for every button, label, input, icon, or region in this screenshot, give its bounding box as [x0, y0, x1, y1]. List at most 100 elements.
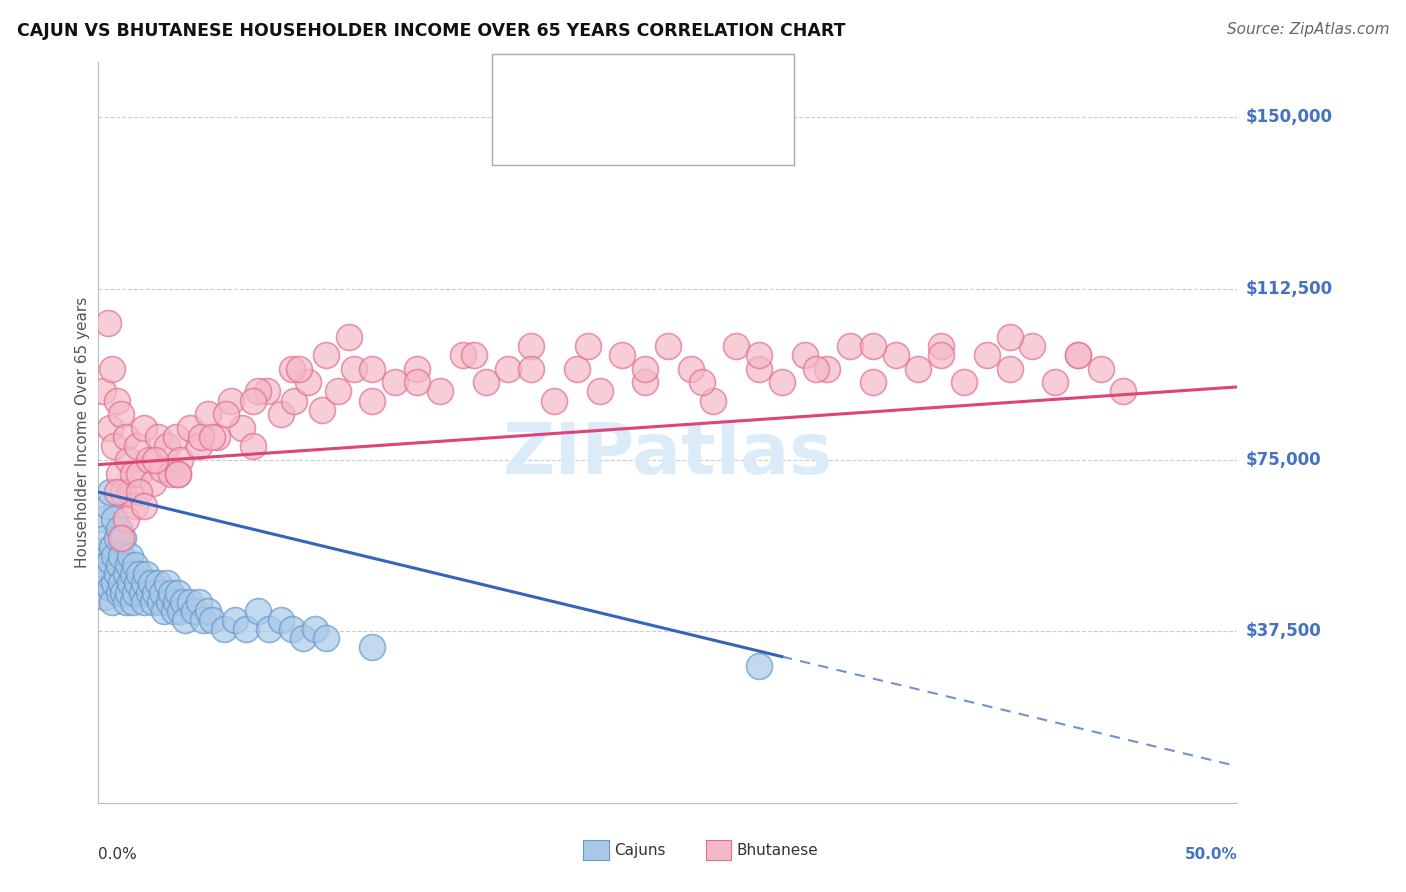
Point: [231, 421, 253, 435]
Point: [157, 595, 180, 609]
Point: [998, 361, 1021, 376]
Point: [124, 558, 146, 573]
Point: [103, 549, 125, 563]
Point: [101, 361, 124, 376]
Point: [132, 421, 155, 435]
Text: 77: 77: [700, 78, 720, 95]
Point: [132, 499, 155, 513]
Point: [139, 576, 162, 591]
Point: [190, 430, 212, 444]
Point: [235, 622, 257, 636]
Point: [543, 393, 565, 408]
Point: [150, 585, 173, 599]
Point: [110, 531, 132, 545]
Point: [146, 430, 169, 444]
Point: [108, 585, 131, 599]
Point: [117, 558, 139, 573]
Point: [197, 408, 219, 422]
Point: [634, 361, 657, 376]
Point: [612, 348, 634, 362]
Point: [124, 499, 146, 513]
Point: [270, 613, 292, 627]
Point: [201, 613, 224, 627]
Point: [169, 604, 191, 618]
Point: [498, 361, 520, 376]
Point: [406, 361, 429, 376]
Point: [311, 402, 333, 417]
Point: [156, 576, 179, 591]
Point: [259, 622, 281, 636]
Point: [304, 622, 326, 636]
Point: [929, 339, 952, 353]
Point: [337, 329, 360, 343]
Point: [114, 430, 136, 444]
Point: [138, 453, 160, 467]
Point: [360, 361, 382, 376]
Point: [463, 348, 485, 362]
Point: [215, 408, 238, 422]
Text: 0.187: 0.187: [595, 125, 655, 143]
Point: [127, 439, 149, 453]
Point: [242, 439, 264, 453]
Point: [725, 339, 748, 353]
Point: [121, 467, 143, 481]
Text: $75,000: $75,000: [1246, 451, 1322, 469]
Point: [862, 376, 884, 390]
Point: [815, 361, 838, 376]
Point: [96, 316, 118, 330]
Point: [124, 585, 146, 599]
Point: [342, 361, 364, 376]
Point: [142, 595, 165, 609]
Point: [193, 613, 215, 627]
Point: [187, 595, 209, 609]
Point: [169, 453, 191, 467]
Point: [117, 585, 139, 599]
Text: ZIPatlas: ZIPatlas: [503, 420, 832, 490]
Point: [142, 475, 165, 490]
Point: [167, 467, 190, 481]
Point: [179, 421, 201, 435]
Point: [110, 576, 132, 591]
Point: [120, 576, 142, 591]
Point: [520, 339, 543, 353]
Point: [160, 467, 183, 481]
Point: [839, 339, 862, 353]
Point: [127, 576, 149, 591]
Point: [128, 467, 150, 481]
Point: [953, 376, 976, 390]
Point: [384, 376, 406, 390]
Point: [907, 361, 929, 376]
Point: [212, 622, 235, 636]
Point: [219, 393, 242, 408]
Point: [1043, 376, 1066, 390]
Point: [929, 348, 952, 362]
Point: [145, 585, 167, 599]
Point: [1021, 339, 1043, 353]
Point: [270, 408, 292, 422]
Text: Bhutanese: Bhutanese: [737, 843, 818, 857]
Text: $37,500: $37,500: [1246, 623, 1322, 640]
Text: CAJUN VS BHUTANESE HOUSEHOLDER INCOME OVER 65 YEARS CORRELATION CHART: CAJUN VS BHUTANESE HOUSEHOLDER INCOME OV…: [17, 22, 845, 40]
Point: [748, 658, 770, 673]
Point: [281, 622, 304, 636]
Point: [1112, 384, 1135, 399]
Point: [114, 512, 136, 526]
Point: [103, 439, 125, 453]
Point: [197, 604, 219, 618]
Point: [94, 590, 117, 604]
Point: [98, 421, 121, 435]
Point: [315, 632, 337, 646]
Point: [146, 576, 169, 591]
Y-axis label: Householder Income Over 65 years: Householder Income Over 65 years: [75, 297, 90, 568]
Point: [101, 595, 124, 609]
Point: [406, 376, 429, 390]
Point: [167, 585, 190, 599]
Point: [128, 567, 150, 582]
Point: [105, 393, 128, 408]
Point: [153, 604, 176, 618]
Point: [105, 485, 128, 500]
Point: [105, 567, 128, 582]
Point: [246, 604, 269, 618]
Point: [474, 376, 496, 390]
Text: N =: N =: [661, 78, 700, 95]
